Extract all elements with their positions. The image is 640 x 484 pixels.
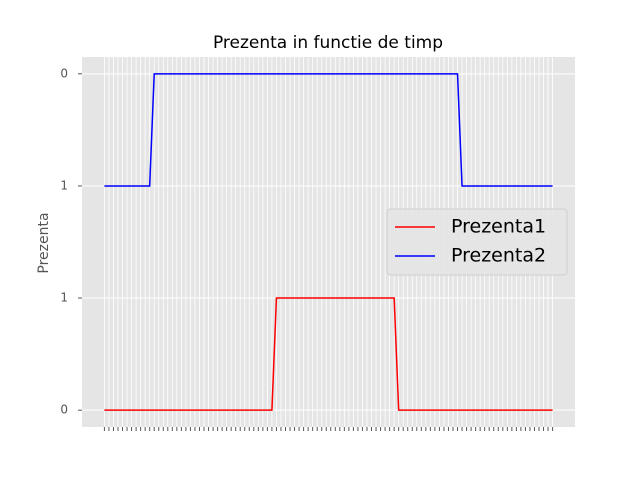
legend-box [386,208,568,276]
series-line [104,73,553,187]
y-tick-label: 0 [60,403,68,417]
y-axis-label: Prezenta [36,212,52,273]
legend-label: Prezenta1 [451,216,546,238]
y-tick-label: 1 [60,291,68,305]
y-tick-label: 1 [60,178,68,192]
chart-title: Prezenta in functie de timp [213,33,443,53]
series-line [104,297,553,411]
y-tick-label: 0 [60,66,68,80]
legend-label: Prezenta2 [451,245,546,267]
